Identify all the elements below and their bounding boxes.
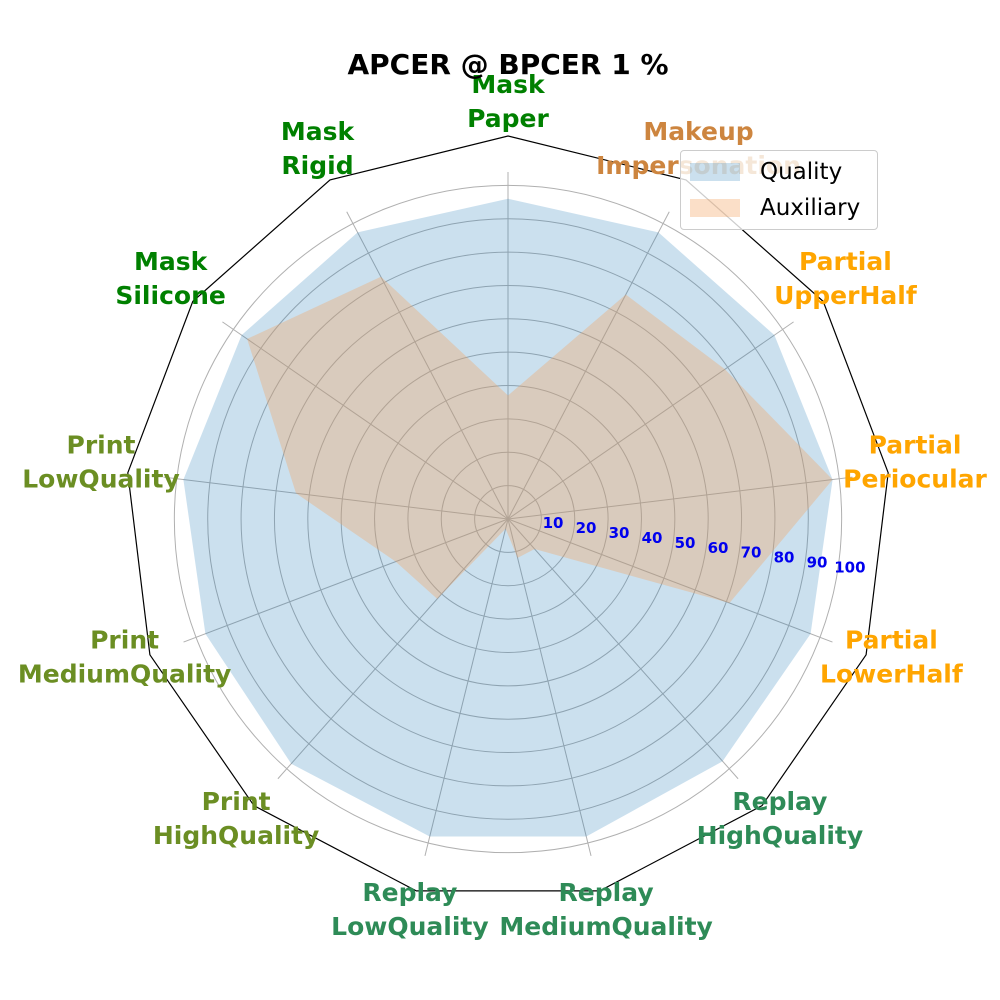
series-auxiliary: [247, 276, 833, 603]
r-tick-label-90: 90: [807, 554, 828, 572]
grid-spoke-4: [507, 518, 833, 643]
grid-spoke-5: [507, 518, 739, 780]
category-label-line: Makeup: [643, 117, 753, 146]
category-label-7: Replay LowQuality: [331, 878, 489, 941]
category-label-5: Replay HighQuality: [697, 787, 864, 850]
category-label-line: Rigid: [281, 151, 353, 180]
legend-swatch-quality: [690, 163, 740, 181]
category-label-line: Partial: [869, 431, 962, 460]
category-label-line: Partial: [845, 625, 938, 654]
category-label-line: Mask: [281, 117, 356, 146]
category-label-0: Mask Paper: [467, 70, 549, 133]
category-label-line: Replay: [362, 878, 457, 907]
category-label-line: Periocular: [843, 465, 987, 494]
grid-spoke-6: [507, 518, 592, 857]
category-label-10: Print LowQuality: [22, 431, 180, 494]
legend: Quality Auxiliary: [680, 150, 878, 230]
category-label-8: Print HighQuality: [153, 787, 320, 850]
category-label-line: LowQuality: [331, 912, 489, 941]
category-label-line: HighQuality: [697, 821, 864, 850]
category-label-layer: MaskPaperMakeupImpersonationPartialUpper…: [18, 70, 988, 941]
category-label-line: Replay: [559, 878, 654, 907]
category-label-6: Replay MediumQuality: [499, 878, 712, 941]
category-label-line: UpperHalf: [774, 281, 918, 310]
category-label-4: Partial LowerHalf: [820, 625, 964, 688]
grid-spoke-3: [507, 476, 853, 520]
category-label-12: Mask Rigid: [281, 117, 356, 180]
legend-swatch-auxiliary: [690, 199, 740, 217]
grid-spoke-1: [507, 211, 670, 520]
legend-label-quality: Quality: [760, 159, 843, 185]
category-label-2: Partial UpperHalf: [774, 247, 918, 310]
category-label-line: MediumQuality: [499, 912, 712, 941]
r-tick-label-40: 40: [642, 529, 663, 547]
frame-layer: [127, 135, 889, 892]
r-tick-label-60: 60: [708, 539, 729, 557]
category-label-line: Mask: [134, 247, 209, 276]
category-label-line: Print: [202, 787, 271, 816]
category-label-line: Paper: [467, 104, 549, 133]
r-tick-label-50: 50: [675, 534, 696, 552]
series-layer: [183, 198, 833, 837]
category-label-line: Print: [67, 431, 136, 460]
r-tick-label-70: 70: [741, 544, 762, 562]
grid-spoke-7: [424, 518, 509, 857]
series-quality: [183, 198, 833, 837]
category-label-3: Partial Periocular: [843, 431, 987, 494]
legend-item-quality: Quality: [690, 157, 842, 187]
category-label-line: LowQuality: [22, 465, 180, 494]
category-label-line: Replay: [732, 787, 827, 816]
outer-frame: [127, 135, 889, 892]
category-label-line: Print: [90, 625, 159, 654]
grid-spoke-12: [346, 211, 509, 520]
category-label-line: Mask: [471, 70, 546, 99]
r-tick-label-80: 80: [774, 549, 795, 567]
category-label-line: Silicone: [115, 281, 225, 310]
r-tick-label-30: 30: [609, 524, 630, 542]
r-tick-label-10: 10: [543, 514, 564, 532]
category-label-11: Mask Silicone: [115, 247, 225, 310]
grid-spoke-11: [222, 321, 509, 520]
category-label-line: Partial: [799, 247, 892, 276]
grid-spoke-8: [277, 518, 509, 780]
chart-title: APCER @ BPCER 1 %: [347, 48, 669, 81]
category-label-line: MediumQuality: [18, 659, 231, 688]
r-tick-label-20: 20: [576, 519, 597, 537]
grid-spoke-10: [163, 476, 509, 520]
category-label-line: HighQuality: [153, 821, 320, 850]
tick-layer: 10 20 30 40 50 60 70 80 90 100: [543, 514, 866, 577]
legend-label-auxiliary: Auxiliary: [760, 195, 861, 221]
grid-spoke-2: [507, 321, 794, 520]
r-tick-label-100: 100: [834, 559, 865, 577]
grid-spoke-9: [183, 518, 509, 643]
legend-item-auxiliary: Auxiliary: [690, 193, 860, 223]
category-label-9: Print MediumQuality: [18, 625, 231, 688]
category-label-line: LowerHalf: [820, 659, 964, 688]
grid-layer: [163, 172, 853, 857]
